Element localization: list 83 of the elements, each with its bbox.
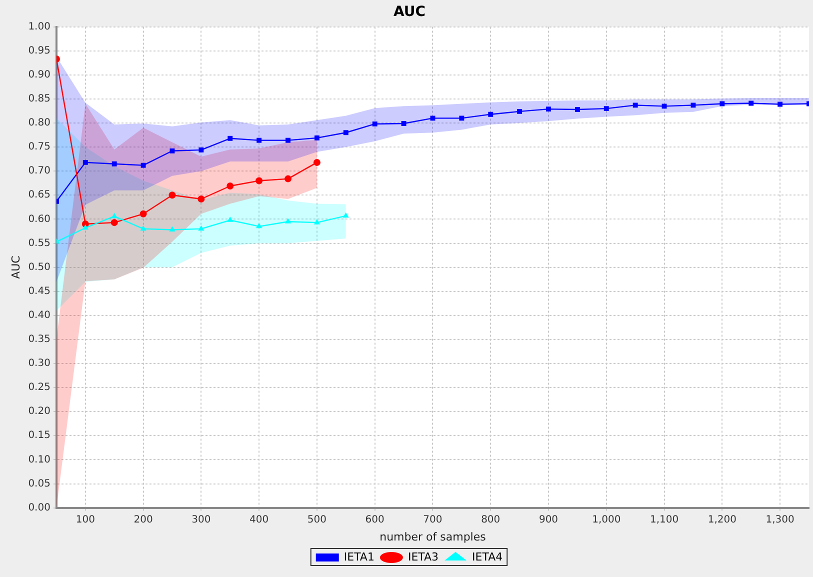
x-tick-label: 600 — [365, 514, 384, 526]
point — [314, 135, 320, 140]
point — [662, 104, 667, 109]
point — [226, 182, 234, 190]
y-tick-label: 0.30 — [28, 358, 50, 370]
y-tick-label: 0.10 — [28, 454, 50, 466]
point — [748, 100, 754, 106]
x-tick-label: 1,000 — [592, 514, 621, 526]
point — [286, 138, 290, 143]
point — [372, 121, 378, 126]
point — [488, 112, 494, 117]
point — [574, 107, 580, 112]
point — [82, 160, 88, 165]
point — [140, 162, 146, 168]
y-tick-label: 0.25 — [28, 382, 50, 394]
point — [546, 106, 551, 112]
point — [110, 219, 118, 226]
point — [168, 192, 176, 199]
point — [140, 225, 146, 231]
point — [690, 102, 696, 108]
point — [517, 108, 522, 114]
point — [170, 148, 175, 154]
point — [778, 102, 783, 107]
point — [82, 224, 88, 230]
point — [256, 222, 262, 228]
point — [169, 226, 176, 232]
y-tick-label: 0.65 — [28, 190, 50, 201]
x-tick-label: 500 — [307, 514, 327, 526]
y-tick-label: 0.20 — [28, 406, 50, 418]
point — [720, 101, 725, 106]
y-axis-title: AUC — [9, 255, 22, 279]
legend-label: IETA1 — [344, 550, 374, 564]
point — [459, 116, 464, 121]
y-tick-label: 0.80 — [28, 118, 50, 129]
x-tick-label: 300 — [192, 514, 211, 526]
point — [604, 106, 609, 112]
legend-label: IETA3 — [408, 550, 439, 564]
x-tick-label: 1,100 — [650, 514, 679, 526]
point — [198, 225, 204, 231]
chart-title: AUC — [393, 4, 426, 20]
point — [198, 147, 204, 152]
point — [256, 138, 262, 143]
x-tick-label: 400 — [250, 514, 269, 526]
point — [430, 116, 436, 121]
x-tick-label: 100 — [76, 514, 95, 526]
y-tick-label: 0.50 — [28, 262, 50, 273]
y-tick-label: 0.90 — [28, 69, 50, 80]
point — [112, 161, 117, 166]
y-tick-label: 0.70 — [28, 166, 50, 177]
y-tick-label: 0.60 — [28, 214, 50, 225]
x-tick-label: 1,300 — [766, 514, 794, 526]
y-tick-label: 0.45 — [28, 286, 50, 297]
y-tick-label: 0.75 — [28, 142, 50, 153]
point — [228, 136, 233, 141]
y-tick-label: 0.40 — [28, 310, 50, 321]
y-tick-label: 0.95 — [28, 45, 50, 56]
y-tick-label: 0.85 — [28, 94, 50, 105]
point — [343, 130, 348, 136]
point — [632, 102, 638, 108]
point — [314, 219, 320, 224]
point — [313, 158, 320, 166]
point — [256, 177, 263, 184]
point — [140, 210, 147, 218]
point — [284, 175, 292, 182]
y-tick-label: 0.05 — [28, 478, 50, 490]
point — [342, 212, 349, 218]
y-tick-label: 0.55 — [28, 238, 50, 249]
point — [401, 121, 406, 126]
point — [111, 212, 118, 218]
x-tick-label: 1,200 — [708, 514, 736, 526]
x-tick-label: 200 — [134, 514, 153, 526]
y-tick-label: 0.00 — [28, 502, 50, 514]
point — [227, 216, 234, 222]
y-tick-label: 0.15 — [28, 430, 50, 442]
y-tick-label: 0.35 — [28, 334, 50, 346]
point — [284, 218, 292, 224]
x-tick-label: 700 — [423, 514, 442, 526]
x-axis-title: number of samples — [380, 530, 486, 544]
x-tick-label: 900 — [538, 514, 558, 526]
y-tick-label: 1.00 — [28, 21, 50, 32]
legend-label: IETA4 — [472, 550, 503, 564]
x-tick-label: 800 — [481, 514, 500, 526]
point — [198, 196, 205, 202]
